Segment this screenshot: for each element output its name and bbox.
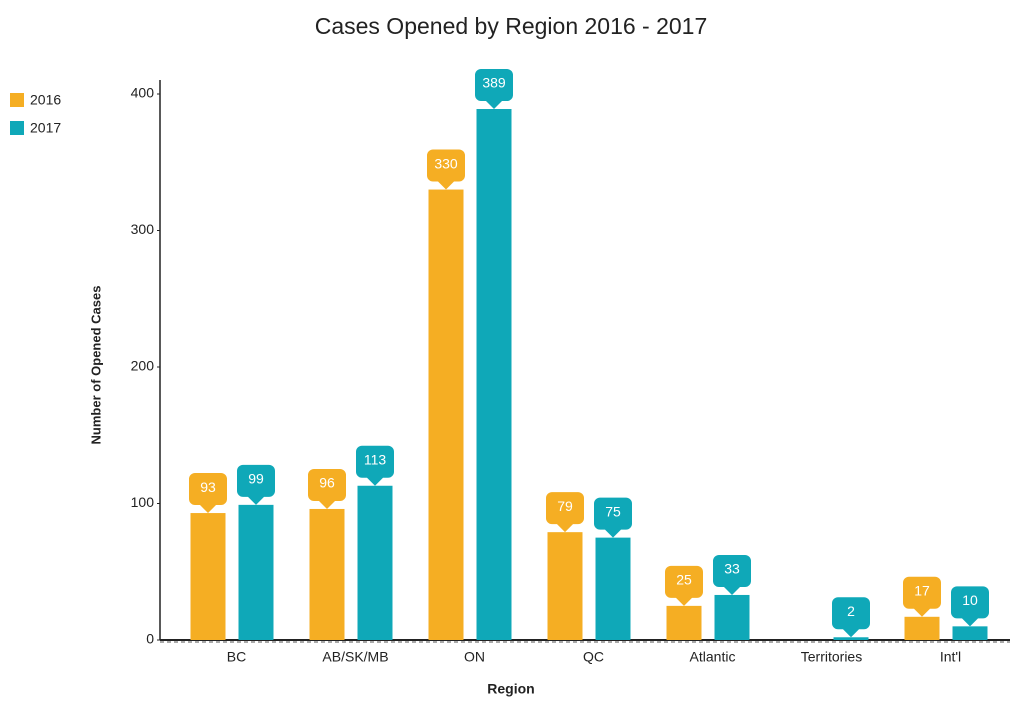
legend-label: 2017 [30, 120, 61, 136]
value-label: 99 [248, 471, 264, 487]
value-callout [903, 576, 941, 617]
value-callout [427, 149, 465, 190]
value-label: 330 [434, 155, 458, 171]
bar [428, 189, 464, 641]
x-tick-label: AB/SK/MB [322, 649, 388, 665]
value-label: 17 [914, 582, 930, 598]
bar [476, 109, 512, 640]
bar [666, 605, 702, 640]
value-label: 93 [200, 479, 216, 495]
x-tick-label: Territories [801, 649, 862, 665]
value-label: 79 [557, 498, 573, 514]
bar [238, 504, 274, 640]
value-callout [665, 565, 703, 606]
value-callout [237, 464, 275, 505]
bar [904, 616, 940, 640]
value-callout [356, 445, 394, 486]
bar [309, 508, 345, 640]
legend-swatch [10, 93, 24, 107]
value-label: 10 [962, 592, 978, 608]
value-label: 389 [482, 75, 506, 91]
x-tick-label: QC [583, 649, 604, 665]
value-callout [189, 473, 227, 514]
y-tick-label: 0 [146, 631, 154, 647]
y-tick-label: 300 [131, 221, 155, 237]
value-callout [713, 554, 751, 595]
value-callout [475, 69, 513, 110]
x-axis-label: Region [487, 681, 534, 697]
value-label: 2 [847, 603, 855, 619]
value-label: 113 [364, 451, 387, 467]
legend-label: 2016 [30, 92, 61, 108]
value-label: 75 [605, 503, 621, 519]
value-label: 25 [676, 572, 692, 588]
bar [595, 537, 631, 640]
value-callout [594, 497, 632, 538]
y-tick-label: 400 [131, 85, 155, 101]
x-tick-label: ON [464, 649, 485, 665]
x-tick-label: BC [227, 649, 246, 665]
value-label: 33 [724, 561, 740, 577]
bar [190, 513, 226, 640]
legend-swatch [10, 121, 24, 135]
bar [357, 485, 393, 640]
bar [833, 637, 869, 640]
y-axis-label: Number of Opened Cases [88, 286, 103, 445]
bar [952, 626, 988, 640]
x-tick-label: Int'l [940, 649, 961, 665]
y-tick-label: 200 [131, 358, 155, 374]
x-tick-label: Atlantic [690, 649, 736, 665]
value-callout [951, 586, 990, 627]
chart-title: Cases Opened by Region 2016 - 2017 [315, 13, 708, 39]
value-callout [832, 597, 870, 638]
bar [714, 594, 750, 640]
bar [547, 532, 583, 640]
value-callout [308, 468, 346, 509]
value-callout [546, 492, 584, 533]
y-tick-label: 100 [131, 494, 155, 510]
value-label: 96 [319, 475, 335, 491]
